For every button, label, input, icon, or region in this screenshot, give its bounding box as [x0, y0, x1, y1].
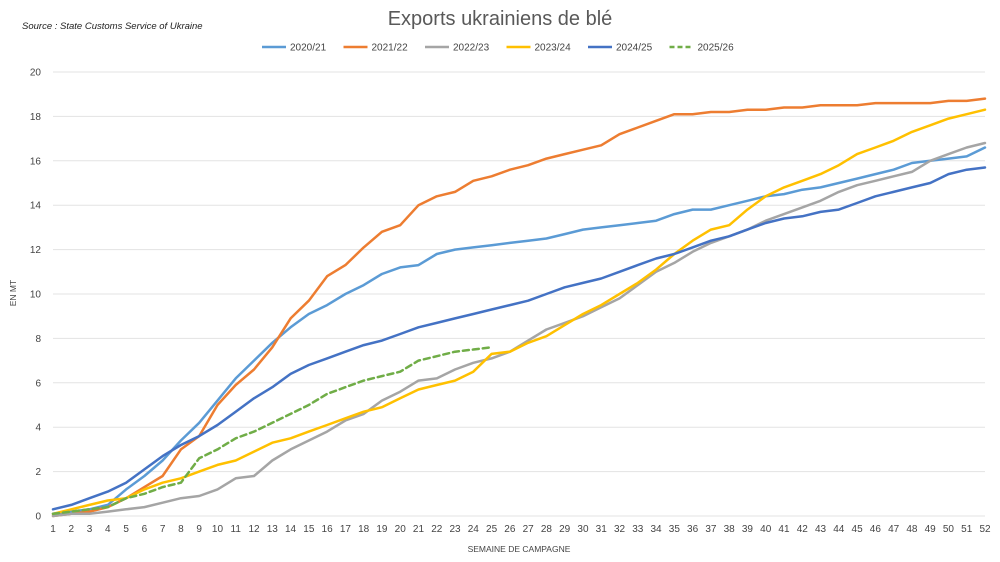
legend: 2020/21 2021/22 2022/23 2023/24 2024/25 2025/… [262, 43, 734, 54]
x-tick-label: 28 [541, 524, 553, 535]
x-tick-label: 27 [523, 524, 535, 535]
x-tick-label: 10 [212, 524, 224, 535]
x-tick-label: 52 [979, 524, 991, 535]
y-tick-label: 10 [30, 290, 42, 301]
x-tick-label: 22 [431, 524, 443, 535]
legend-label: 2023/24 [535, 43, 572, 54]
x-tick-label: 24 [468, 524, 480, 535]
legend-label: 2020/21 [290, 43, 327, 54]
x-tick-label: 26 [504, 524, 516, 535]
x-tick-label: 23 [449, 524, 461, 535]
x-axis-ticks: 1 2 3 4 5 6 7 8 9 10 11 12 13 14 15 16 17 18 19 20 21 22 23 24 2… [50, 524, 991, 535]
x-tick-label: 16 [322, 524, 334, 535]
x-tick-label: 11 [231, 524, 242, 535]
x-tick-label: 44 [833, 524, 845, 535]
x-tick-label: 37 [705, 524, 717, 535]
x-tick-label: 20 [395, 524, 407, 535]
y-tick-label: 2 [35, 467, 41, 478]
x-tick-label: 15 [303, 524, 315, 535]
x-tick-label: 30 [577, 524, 589, 535]
x-tick-label: 41 [778, 524, 790, 535]
y-tick-label: 0 [35, 512, 41, 523]
x-tick-label: 45 [852, 524, 864, 535]
x-tick-label: 18 [358, 524, 370, 535]
x-tick-label: 4 [105, 524, 111, 535]
series-line-2021-22 [51, 97, 987, 518]
x-tick-label: 43 [815, 524, 827, 535]
legend-label: 2021/22 [372, 43, 409, 54]
x-tick-label: 33 [632, 524, 644, 535]
x-tick-label: 36 [687, 524, 699, 535]
x-tick-label: 8 [178, 524, 184, 535]
x-tick-label: 7 [160, 524, 166, 535]
y-tick-label: 4 [35, 423, 41, 434]
x-tick-label: 51 [961, 524, 973, 535]
y-tick-label: 6 [35, 378, 41, 389]
series-line-2023-24 [51, 108, 987, 516]
x-tick-label: 6 [142, 524, 148, 535]
y-tick-label: 20 [30, 68, 42, 79]
x-tick-label: 25 [486, 524, 498, 535]
series-lines [51, 97, 987, 518]
x-tick-label: 35 [669, 524, 681, 535]
x-tick-label: 47 [888, 524, 900, 535]
x-tick-label: 21 [413, 524, 425, 535]
y-tick-label: 18 [30, 112, 42, 123]
x-tick-label: 13 [267, 524, 279, 535]
y-tick-label: 12 [30, 245, 42, 256]
legend-label: 2022/23 [453, 43, 490, 54]
x-tick-label: 31 [596, 524, 608, 535]
x-tick-label: 29 [559, 524, 571, 535]
x-tick-label: 9 [196, 524, 202, 535]
series-line-2024-25 [51, 166, 987, 511]
x-tick-label: 14 [285, 524, 297, 535]
x-tick-label: 32 [614, 524, 626, 535]
x-tick-label: 42 [797, 524, 809, 535]
x-tick-label: 39 [742, 524, 754, 535]
y-tick-label: 16 [30, 156, 42, 167]
legend-label: 2025/26 [698, 43, 735, 54]
x-tick-label: 17 [340, 524, 352, 535]
y-tick-label: 14 [30, 201, 42, 212]
x-tick-label: 19 [376, 524, 388, 535]
x-tick-label: 5 [123, 524, 129, 535]
x-tick-label: 2 [68, 524, 74, 535]
x-tick-label: 34 [650, 524, 662, 535]
x-tick-label: 48 [906, 524, 918, 535]
x-axis-label: SEMAINE DE CAMPAGNE [468, 544, 571, 554]
x-tick-label: 38 [724, 524, 736, 535]
grid-lines [53, 71, 985, 517]
x-tick-label: 40 [760, 524, 772, 535]
x-tick-label: 49 [925, 524, 937, 535]
source-note: Source : State Customs Service of Ukrain… [22, 21, 203, 32]
x-tick-label: 3 [87, 524, 93, 535]
chart-title: Exports ukrainiens de blé [387, 8, 613, 30]
y-axis-ticks: 0 2 4 6 8 10 12 14 16 18 20 [30, 68, 42, 523]
legend-label: 2024/25 [616, 43, 653, 54]
y-axis-label: EN MT [8, 280, 18, 306]
series-line-2022-23 [51, 141, 987, 518]
series-line-2025-26 [51, 346, 493, 516]
x-tick-label: 1 [50, 524, 56, 535]
x-tick-label: 46 [870, 524, 882, 535]
series-line-2020-21 [51, 146, 987, 516]
x-tick-label: 50 [943, 524, 955, 535]
y-tick-label: 8 [35, 334, 41, 345]
x-tick-label: 12 [248, 524, 260, 535]
